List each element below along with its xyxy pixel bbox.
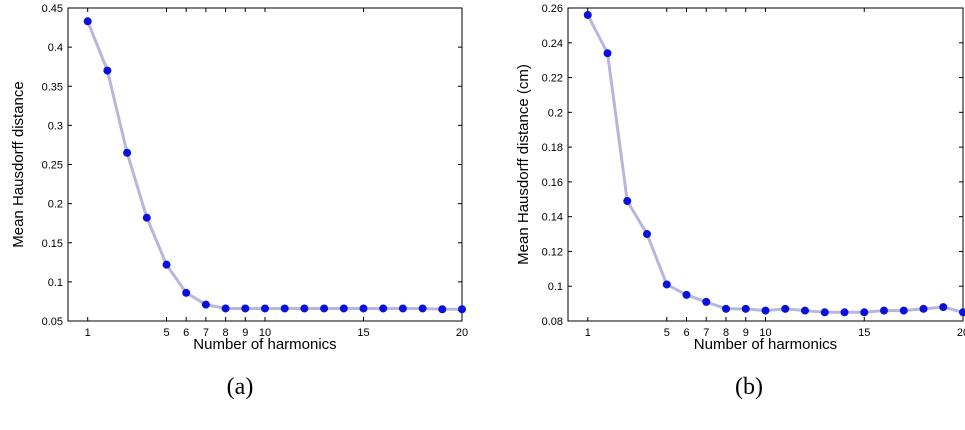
data-point	[339, 304, 348, 313]
data-point	[261, 304, 269, 313]
x-axis-label: Number of harmonics	[694, 336, 837, 353]
data-point	[182, 288, 191, 297]
x-tick-label: 6	[183, 327, 189, 339]
x-tick-label: 9	[242, 327, 248, 339]
data-point	[603, 49, 612, 58]
data-point	[623, 197, 632, 206]
y-tick-label: 0.4	[48, 42, 63, 54]
data-point	[359, 304, 368, 313]
axes-frame	[567, 7, 964, 322]
data-point	[939, 303, 948, 312]
data-point	[801, 306, 809, 315]
data-point	[959, 308, 965, 317]
panel-caption: (b)	[735, 374, 763, 400]
y-axis-label: Mean Hausdorff distance	[10, 81, 27, 248]
data-point	[83, 17, 92, 26]
data-point	[880, 306, 888, 315]
y-tick-label: 0.25	[42, 160, 63, 172]
data-point	[662, 280, 671, 289]
x-tick-label: 5	[163, 327, 169, 339]
data-point	[583, 10, 592, 19]
y-tick-label: 0.1	[48, 277, 63, 289]
data-point	[142, 213, 151, 222]
data-point	[741, 304, 750, 313]
chart-panel-a: 0.050.10.150.20.250.30.350.40.451 5 6 7 8 9 10…	[10, 3, 468, 400]
data-point	[162, 260, 171, 269]
data-point	[761, 306, 770, 315]
x-tick-label: 1	[585, 327, 591, 339]
data-point	[860, 308, 869, 317]
data-point	[241, 304, 250, 313]
y-tick-label: 0.22	[542, 73, 563, 85]
x-tick-label: 10	[259, 327, 271, 339]
x-tick-label: 7	[703, 327, 709, 339]
y-axis-label: Mean Hausdorff distance (cm)	[515, 64, 532, 265]
data-point	[103, 66, 112, 75]
x-tick-label: 1	[85, 327, 91, 339]
data-point	[201, 300, 210, 309]
x-tick-label: 9	[743, 327, 749, 339]
data-point	[919, 304, 928, 313]
y-tick-label: 0.45	[42, 3, 63, 15]
x-tick-label: 10	[759, 327, 771, 339]
data-point	[643, 230, 651, 239]
y-tick-label: 0.05	[42, 316, 63, 328]
data-point	[438, 305, 447, 314]
data-point	[458, 305, 466, 314]
series-line	[86, 20, 462, 311]
data-point	[280, 304, 289, 313]
panel-caption: (a)	[227, 374, 254, 400]
x-tick-label: 8	[723, 327, 729, 339]
data-point	[379, 304, 388, 313]
y-tick-label: 0.1	[548, 281, 563, 293]
y-tick-label: 0.2	[48, 199, 63, 211]
y-tick-label: 0.26	[542, 3, 563, 15]
y-tick-label: 0.24	[542, 38, 563, 50]
y-tick-label: 0.2	[548, 107, 563, 119]
x-tick-label: 6	[683, 327, 689, 339]
data-point	[781, 304, 790, 313]
x-tick-label: 20	[456, 327, 468, 339]
y-tick-label: 0.35	[42, 81, 63, 93]
data-point	[840, 308, 849, 317]
data-point	[899, 306, 908, 315]
x-tick-label: 15	[858, 327, 870, 339]
x-tick-label: 20	[957, 327, 965, 339]
x-tick-label: 8	[223, 327, 229, 339]
y-tick-label: 0.12	[542, 246, 563, 258]
data-point	[300, 304, 309, 313]
chart-panel-b: 0.080.10.120.140.160.180.20.220.240.261 5…	[515, 3, 965, 400]
axes-frame	[67, 7, 463, 322]
x-axis-label: Number of harmonics	[193, 336, 336, 353]
data-point	[221, 304, 230, 313]
data-point	[320, 304, 329, 313]
y-tick-label: 0.16	[542, 177, 563, 189]
data-point	[722, 304, 730, 313]
data-point	[398, 304, 407, 313]
data-point	[123, 148, 132, 157]
data-point	[682, 290, 691, 299]
y-tick-label: 0.15	[42, 238, 63, 250]
series-line	[586, 14, 964, 314]
data-point	[820, 308, 829, 317]
x-tick-label: 15	[357, 327, 369, 339]
x-tick-label: 7	[203, 327, 209, 339]
y-tick-label: 0.14	[542, 212, 563, 224]
y-tick-label: 0.18	[542, 142, 563, 154]
y-tick-label: 0.3	[48, 120, 63, 132]
data-point	[418, 304, 427, 313]
x-tick-label: 5	[664, 327, 670, 339]
y-tick-label: 0.08	[542, 316, 563, 328]
data-point	[702, 297, 711, 306]
